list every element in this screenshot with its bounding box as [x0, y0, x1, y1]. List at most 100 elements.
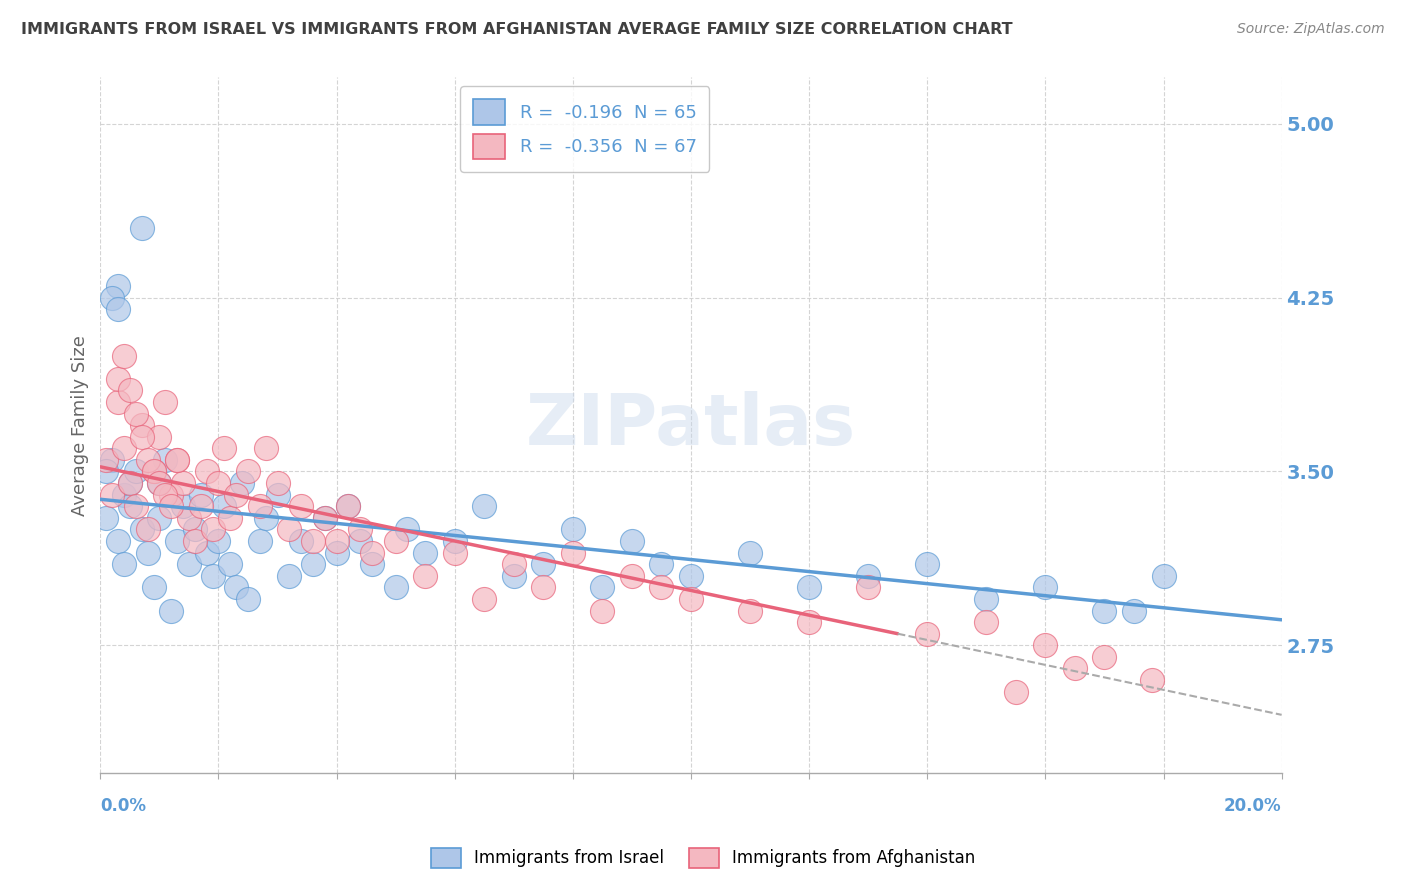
Text: 20.0%: 20.0% — [1225, 797, 1282, 815]
Point — [325, 545, 347, 559]
Y-axis label: Average Family Size: Average Family Size — [72, 334, 89, 516]
Point — [219, 511, 242, 525]
Point — [502, 557, 524, 571]
Point — [738, 603, 761, 617]
Point — [1005, 684, 1028, 698]
Point — [112, 557, 135, 571]
Point — [112, 488, 135, 502]
Point — [290, 500, 312, 514]
Point — [155, 488, 177, 502]
Point — [190, 488, 212, 502]
Point — [131, 418, 153, 433]
Point — [219, 557, 242, 571]
Point — [201, 523, 224, 537]
Point — [155, 395, 177, 409]
Point — [314, 511, 336, 525]
Point — [290, 534, 312, 549]
Point — [472, 500, 495, 514]
Point — [142, 465, 165, 479]
Point — [214, 442, 236, 456]
Point — [443, 534, 465, 549]
Point — [148, 430, 170, 444]
Point — [160, 500, 183, 514]
Point — [195, 465, 218, 479]
Point — [254, 511, 277, 525]
Point — [396, 523, 419, 537]
Point — [443, 545, 465, 559]
Point — [96, 453, 118, 467]
Point — [349, 523, 371, 537]
Point — [166, 534, 188, 549]
Point — [101, 453, 124, 467]
Point — [249, 534, 271, 549]
Point — [302, 557, 325, 571]
Point — [738, 545, 761, 559]
Point — [107, 372, 129, 386]
Point — [96, 511, 118, 525]
Point — [976, 591, 998, 606]
Point — [384, 534, 406, 549]
Point — [184, 534, 207, 549]
Point — [361, 545, 384, 559]
Point — [184, 523, 207, 537]
Point — [278, 523, 301, 537]
Point — [131, 221, 153, 235]
Point — [591, 580, 613, 594]
Point — [142, 580, 165, 594]
Point — [207, 476, 229, 491]
Point — [1035, 580, 1057, 594]
Point — [1123, 603, 1146, 617]
Point — [1064, 661, 1087, 675]
Point — [177, 557, 200, 571]
Point — [337, 500, 360, 514]
Point — [650, 580, 672, 594]
Point — [107, 302, 129, 317]
Point — [107, 279, 129, 293]
Point — [118, 476, 141, 491]
Point — [797, 580, 820, 594]
Point — [166, 453, 188, 467]
Point — [118, 500, 141, 514]
Point — [172, 476, 194, 491]
Point — [797, 615, 820, 629]
Point — [131, 430, 153, 444]
Point — [976, 615, 998, 629]
Point — [679, 568, 702, 582]
Point — [413, 568, 436, 582]
Point — [314, 511, 336, 525]
Point — [337, 500, 360, 514]
Point — [1094, 603, 1116, 617]
Point — [190, 500, 212, 514]
Point — [136, 545, 159, 559]
Point — [413, 545, 436, 559]
Point — [1140, 673, 1163, 687]
Point — [195, 545, 218, 559]
Point — [349, 534, 371, 549]
Point — [361, 557, 384, 571]
Point — [125, 500, 148, 514]
Point — [207, 534, 229, 549]
Point — [236, 465, 259, 479]
Legend: R =  -0.196  N = 65, R =  -0.356  N = 67: R = -0.196 N = 65, R = -0.356 N = 67 — [460, 87, 709, 172]
Point — [201, 568, 224, 582]
Point — [225, 580, 247, 594]
Point — [172, 500, 194, 514]
Point — [148, 511, 170, 525]
Text: Source: ZipAtlas.com: Source: ZipAtlas.com — [1237, 22, 1385, 37]
Point — [561, 545, 583, 559]
Point — [917, 626, 939, 640]
Point — [856, 580, 879, 594]
Point — [384, 580, 406, 594]
Point — [679, 591, 702, 606]
Point — [856, 568, 879, 582]
Point — [148, 476, 170, 491]
Point — [236, 591, 259, 606]
Point — [155, 453, 177, 467]
Point — [131, 523, 153, 537]
Point — [101, 291, 124, 305]
Point — [1153, 568, 1175, 582]
Text: ZIPatlas: ZIPatlas — [526, 391, 856, 459]
Point — [96, 465, 118, 479]
Point — [177, 511, 200, 525]
Point — [531, 557, 554, 571]
